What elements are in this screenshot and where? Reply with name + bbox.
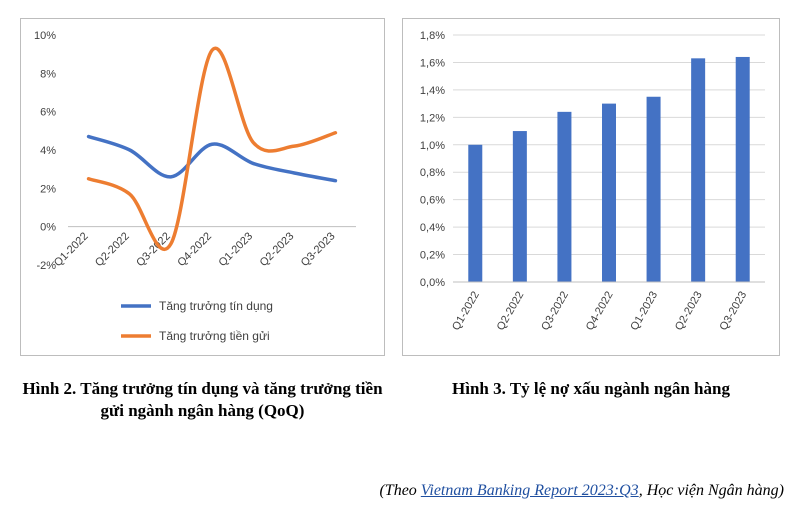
x-tick-label: Q1-2023 <box>628 290 660 333</box>
y-tick-label: 6% <box>40 107 56 119</box>
bar-q2-2022 <box>512 131 527 282</box>
y-tick-label: 0,2% <box>420 250 445 262</box>
y-tick-label: 2% <box>40 183 56 195</box>
x-tick-label: Q1-2022 <box>52 230 91 269</box>
bar-q3-2022 <box>557 111 572 282</box>
bar-q3-2023 <box>735 56 750 283</box>
y-tick-label: 10% <box>34 30 56 42</box>
x-tick-label: Q1-2022 <box>450 290 482 333</box>
source-note: (Theo Vietnam Banking Report 2023:Q3, Họ… <box>379 482 784 500</box>
legend-label: Tăng trưởng tiền gửi <box>159 329 270 343</box>
bar-q1-2023 <box>646 96 661 282</box>
x-tick-label: Q4-2022 <box>584 290 616 333</box>
y-tick-label: 1,4% <box>420 85 445 97</box>
y-tick-label: 0,0% <box>420 277 445 289</box>
y-tick-label: 0,4% <box>420 222 445 234</box>
series-line-credit-growth <box>86 134 338 183</box>
y-tick-label: 1,2% <box>420 112 445 124</box>
bar-q1-2022 <box>468 144 483 282</box>
npl-bar-chart: 0,0% 0,2% 0,4% 0,6% 0,8% 1,0% 1,2% 1,4% 1,6% 1,8%… <box>420 30 765 333</box>
y-tick-label: 0,8% <box>420 167 445 179</box>
y-tick-label: 1,0% <box>420 140 445 152</box>
figure-2-caption: Hình 2. Tăng trưởng tín dụng và tăng trư… <box>22 379 383 420</box>
y-tick-label: 0% <box>40 222 56 234</box>
x-tick-label: Q2-2022 <box>93 230 132 269</box>
x-tick-label: Q2-2023 <box>673 290 705 333</box>
bar-q4-2022 <box>602 103 616 282</box>
source-report-link[interactable]: Vietnam Banking Report 2023:Q3 <box>420 482 639 499</box>
legend-label: Tăng trưởng tín dụng <box>159 299 273 313</box>
x-tick-label: Q3-2023 <box>299 230 338 269</box>
y-tick-label: 1,6% <box>420 57 445 69</box>
x-tick-label: Q3-2023 <box>718 290 750 333</box>
x-tick-label: Q4-2022 <box>175 230 214 269</box>
y-tick-label: 4% <box>40 145 56 157</box>
x-tick-label: Q3-2022 <box>539 290 571 333</box>
x-tick-label: Q2-2022 <box>495 290 527 333</box>
figure-3-caption: Hình 3. Tỷ lệ nợ xấu ngành ngân hàng <box>452 379 730 398</box>
y-tick-label: 8% <box>40 68 56 80</box>
y-tick-label: 0,6% <box>420 195 445 207</box>
x-tick-label: Q1-2023 <box>217 230 256 269</box>
y-tick-label: -2% <box>36 260 56 272</box>
bar-q2-2023 <box>691 58 706 283</box>
y-tick-label: 1,8% <box>420 30 445 42</box>
x-tick-label: Q2-2023 <box>258 230 297 269</box>
source-prefix: (Theo <box>379 482 421 499</box>
source-suffix: , Học viện Ngân hàng) <box>638 482 784 499</box>
series-line-deposit-growth <box>86 46 338 251</box>
credit-deposit-line-chart: -2%0%2%4%6%8%10%Q1-2022 Q2-2022 Q3-2022 Q4-… <box>34 30 356 343</box>
credit-deposit-chart-panel: -2% 0% 2% 4% 6% 8% 10% Q1-2022 Q2-2022 Q3-2022 Q4-… <box>20 18 385 356</box>
npl-chart-panel: 0,0% 0,2% 0,4% 0,6% 0,8% 1,0% 1,2% 1,4% 1,6% 1,8%… <box>402 18 780 356</box>
